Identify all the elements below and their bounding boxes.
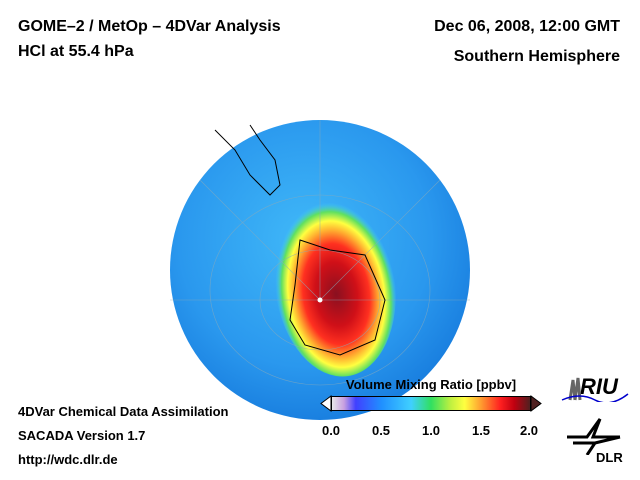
title-left-1: GOME–2 / MetOp – 4DVar Analysis	[18, 18, 281, 35]
colorbar-tick: 1.5	[471, 423, 491, 438]
footer-line-1: 4DVar Chemical Data Assimilation	[18, 404, 229, 419]
dlr-logo: DLR	[596, 450, 623, 465]
south-america-coastline	[214, 124, 281, 196]
graticule	[170, 120, 470, 386]
title-right-1: Dec 06, 2008, 12:00 GMT	[434, 18, 620, 35]
colorbar-tick: 0.0	[321, 423, 341, 438]
colorbar-tick: 0.5	[371, 423, 391, 438]
footer-link[interactable]: http://wdc.dlr.de	[18, 452, 118, 467]
colorbar	[331, 396, 531, 411]
footer-line-2: SACADA Version 1.7	[18, 428, 146, 443]
dlr-logo-mark	[567, 418, 621, 455]
antarctica-coastline	[289, 239, 386, 356]
south-pole-marker	[317, 297, 323, 303]
title-left-2: HCl at 55.4 hPa	[18, 43, 134, 60]
colorbar-tick: 1.0	[421, 423, 441, 438]
colorbar-tick: 2.0	[519, 423, 539, 438]
riu-logo-mark	[561, 377, 629, 402]
riu-logo: RIU	[580, 374, 618, 399]
title-right-2: Southern Hemisphere	[453, 48, 620, 65]
colorbar-title: Volume Mixing Ratio [ppbv]	[345, 377, 517, 392]
